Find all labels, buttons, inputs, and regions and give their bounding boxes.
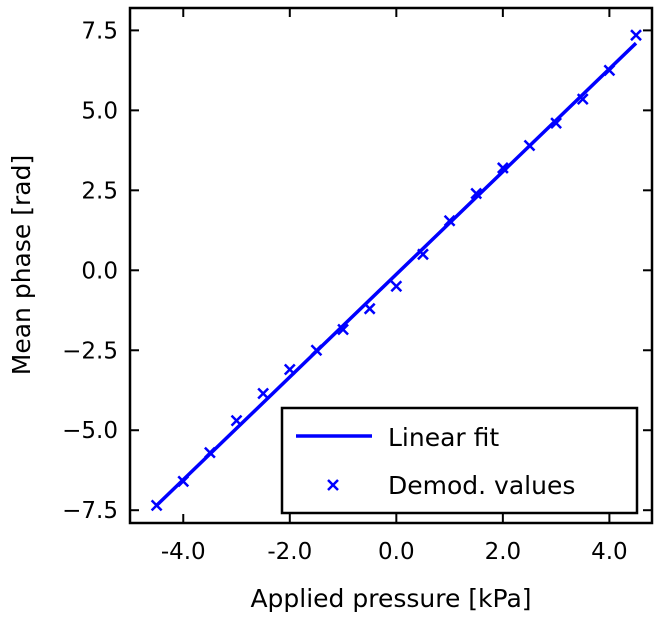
x-tick-label: 2.0 (485, 539, 522, 565)
data-point-demod-value (470, 187, 483, 200)
y-tick-label: 7.5 (81, 18, 118, 44)
data-point-demod-value (417, 248, 429, 261)
x-tick-label: -2.0 (267, 539, 312, 565)
y-tick-label: 2.5 (81, 178, 118, 204)
y-tick-label: 0.0 (81, 258, 118, 284)
data-point-demod-value (523, 139, 536, 152)
data-point-demod-value (204, 446, 216, 459)
plot-area (150, 29, 642, 512)
legend: Linear fit Demod. values (280, 406, 639, 515)
x-tick-label: -4.0 (161, 539, 206, 565)
data-point-demod-value (337, 323, 349, 336)
data-point-demod-value (230, 414, 243, 427)
legend-box (280, 406, 639, 515)
data-point-demod-value (363, 302, 376, 315)
data-point-demod-value (496, 162, 509, 174)
axes-frame (128, 6, 654, 525)
data-point-demod-value (603, 64, 616, 77)
x-tick-label: 4.0 (591, 539, 628, 565)
x-axis-label: Applied pressure [kPa] (250, 584, 531, 613)
y-tick-label: −5.0 (62, 418, 118, 444)
y-tick-label: 5.0 (81, 98, 118, 124)
y-axis-label: Mean phase [rad] (7, 155, 36, 375)
y-tick-label: −2.5 (62, 338, 118, 364)
data-point-demod-value (390, 280, 403, 293)
series-linear-fit-line (155, 41, 638, 507)
data-point-demod-value (257, 387, 270, 400)
legend-marker-swatch (327, 479, 339, 491)
data-point-demod-value (443, 214, 456, 227)
data-point-demod-value (550, 117, 563, 130)
legend-entry-linear-fit: Linear fit (388, 423, 499, 452)
data-point-demod-value (150, 499, 163, 512)
data-point-demod-value (576, 93, 589, 106)
y-tick-label: −7.5 (62, 498, 118, 524)
data-point-demod-value (177, 475, 190, 488)
x-tick-label: 0.0 (378, 539, 415, 565)
legend-entry-demod-values: Demod. values (388, 471, 575, 500)
data-point-demod-value (310, 344, 323, 357)
data-point-demod-value (630, 29, 642, 42)
data-point-demod-value (283, 363, 296, 376)
y-axis-ticks: −7.5 −5.0 −2.5 0.0 2.5 5.0 7.5 (62, 18, 652, 524)
x-axis-ticks: -4.0 -2.0 0.0 2.0 4.0 (161, 8, 628, 565)
